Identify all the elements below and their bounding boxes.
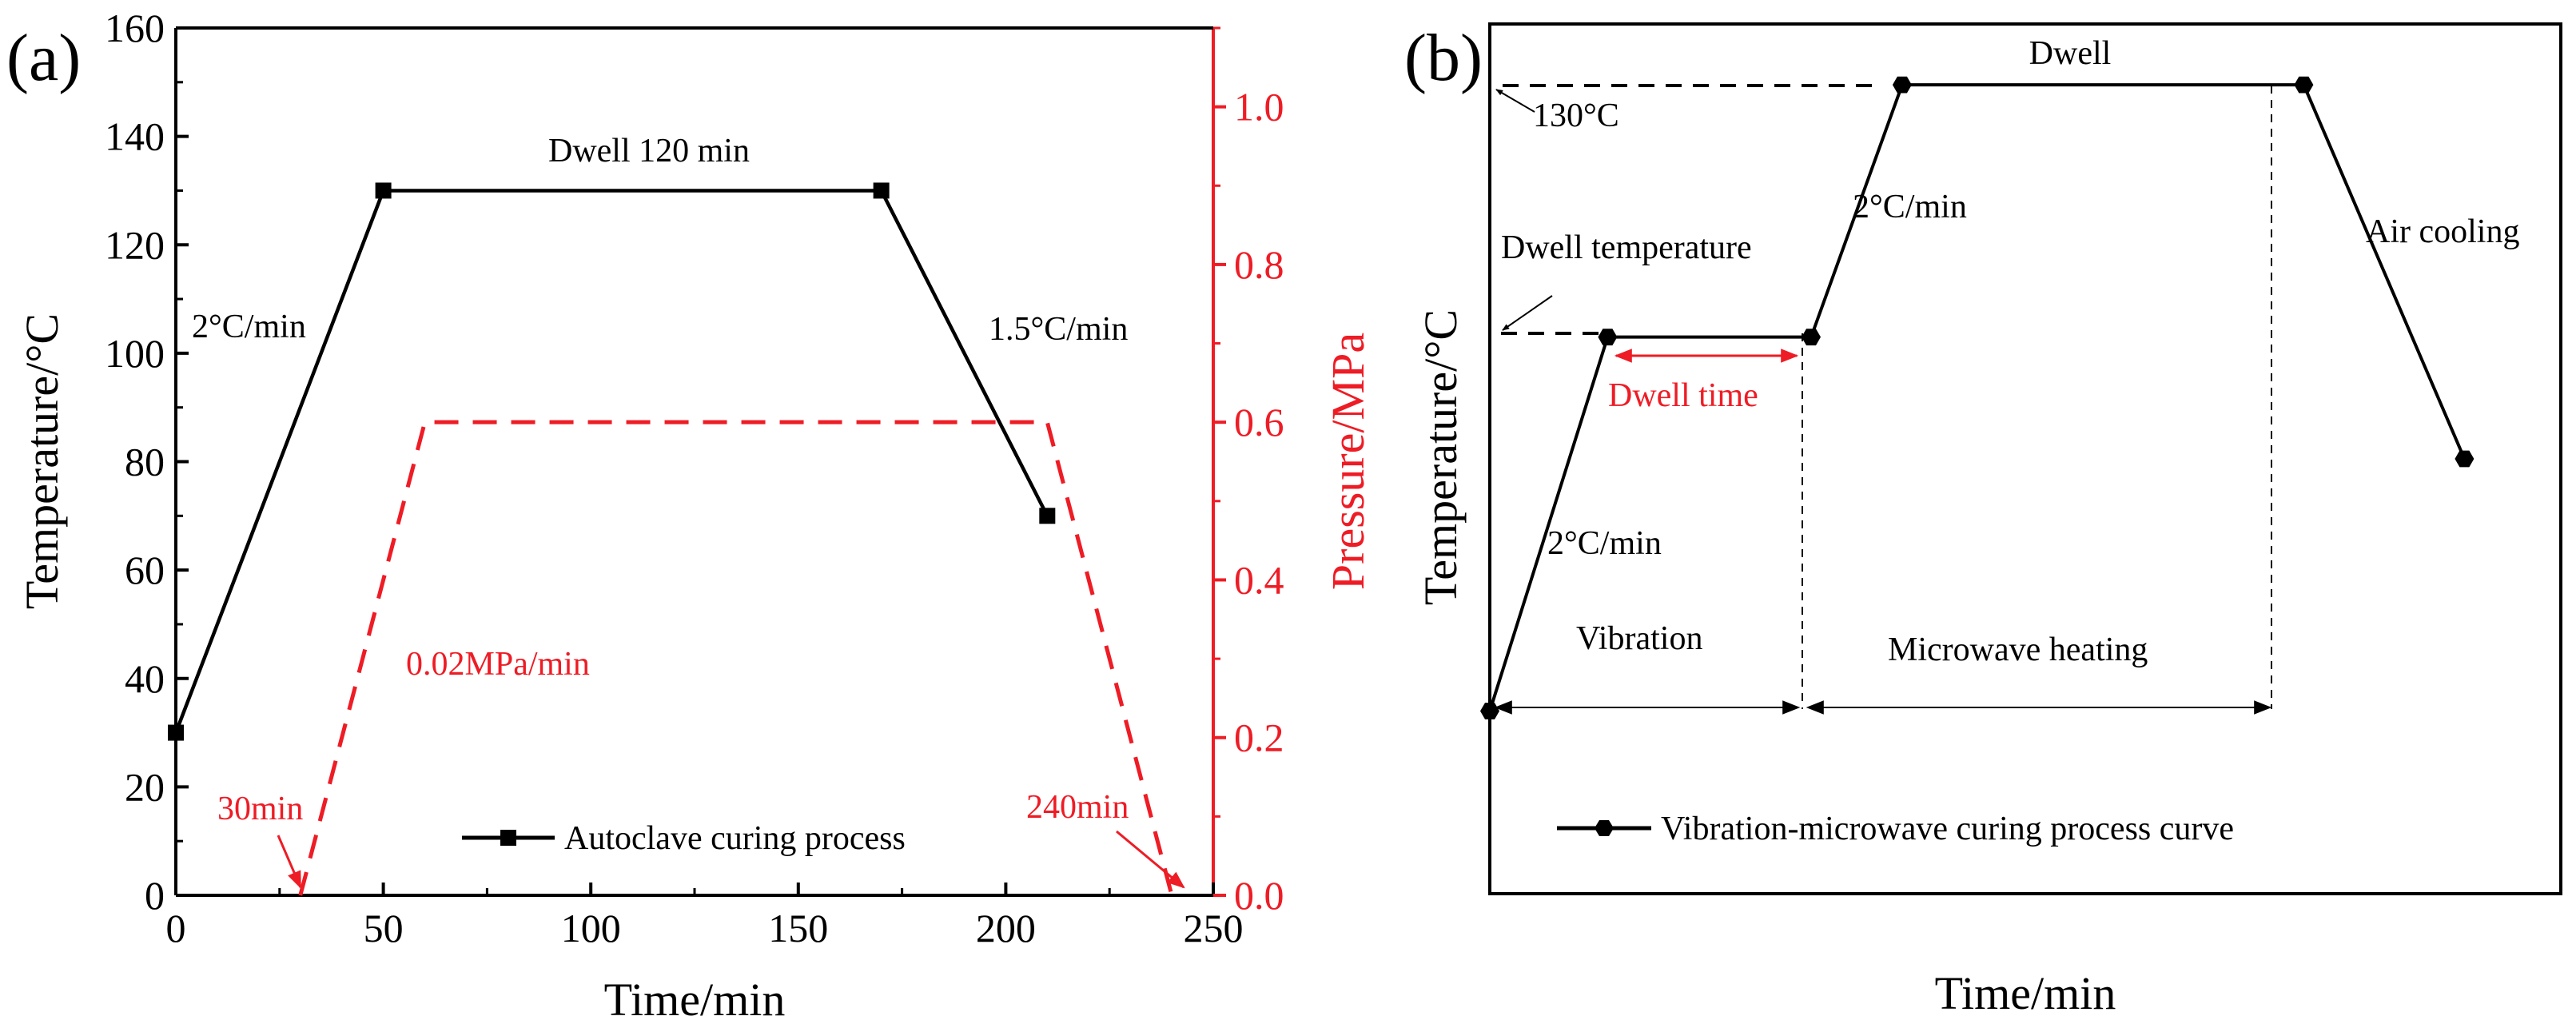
annotation-dwell-time: Dwell time <box>1608 377 1758 414</box>
legend-label-vibration-microwave: Vibration-microwave curing process curve <box>1661 811 2234 847</box>
data-point <box>1039 508 1056 524</box>
pressure-line <box>298 420 1174 896</box>
data-point <box>2294 76 2314 94</box>
data-point <box>1598 329 1618 346</box>
y2-tick-label: 0.6 <box>1234 400 1284 444</box>
panel-a-label: (a) <box>6 21 81 95</box>
y-tick-label: 100 <box>105 331 165 376</box>
panel-a-x-label: Time/min <box>604 974 786 1026</box>
annotation-130c-arrow <box>1495 89 1535 113</box>
legend-marker-vibration-microwave <box>1595 820 1614 836</box>
annotation-upper-heating-rate: 2°C/min <box>1853 189 1967 225</box>
annotation-cooling-rate: 1.5°C/min <box>989 311 1128 348</box>
y2-tick-label: 1.0 <box>1234 85 1284 129</box>
annotation-130c: 130°C <box>1533 98 1619 134</box>
annotation-dwell: Dwell <box>2029 35 2112 72</box>
y2-tick-label: 0.4 <box>1234 557 1284 602</box>
process-curve-line <box>1488 83 2467 712</box>
y2-tick-label: 0.0 <box>1234 873 1284 918</box>
data-point <box>1480 703 1499 719</box>
annotation-dwell-temp-arrow <box>1502 295 1553 331</box>
y-tick-label: 160 <box>105 6 165 50</box>
data-point <box>873 182 890 199</box>
x-tick-label: 0 <box>166 906 186 950</box>
legend-label-autoclave: Autoclave curing process <box>564 820 906 857</box>
annotation-vibration: Vibration <box>1576 620 1702 657</box>
y2-tick-label: 0.8 <box>1234 242 1284 287</box>
y-tick-label: 20 <box>125 764 165 809</box>
y-tick-label: 60 <box>125 548 165 592</box>
data-point <box>2455 450 2474 468</box>
x-tick-label: 50 <box>364 906 404 950</box>
legend-marker-autoclave <box>500 830 516 846</box>
data-point <box>168 724 184 741</box>
y-tick-label: 0 <box>145 873 165 918</box>
panel-a-y-label: Temperature/°C <box>16 313 68 609</box>
y-tick-label: 80 <box>125 440 165 484</box>
x-tick-label: 250 <box>1184 906 1244 950</box>
annotation-heating-rate: 2°C/min <box>192 309 306 345</box>
panel-b-y-label: Temperature/°C <box>1415 309 1467 605</box>
annotation-30min-arrow <box>277 835 302 890</box>
panel-a: (a) 0 50 100 150 200 250 0 20 40 60 80 100 120 140 16… <box>6 6 1374 1026</box>
annotation-30min: 30min <box>217 791 303 827</box>
data-point <box>1892 76 1912 94</box>
y-tick-label: 40 <box>125 656 165 701</box>
annotation-lower-heating-rate: 2°C/min <box>1547 525 1662 562</box>
panel-b-x-label: Time/min <box>1935 967 2116 1019</box>
y2-tick-label: 0.2 <box>1234 715 1284 760</box>
annotation-dwell-120-min: Dwell 120 min <box>548 133 750 169</box>
panel-a-legend: Autoclave curing process <box>462 820 906 857</box>
data-point <box>375 182 392 199</box>
annotation-dwell-temperature: Dwell temperature <box>1501 229 1752 266</box>
x-tick-label: 200 <box>976 906 1036 950</box>
panel-b: (b) Time/min Temperature/°C Dwell 130°C … <box>1404 21 2562 1019</box>
y-tick-label: 140 <box>105 114 165 159</box>
x-tick-label: 150 <box>768 906 828 950</box>
annotation-microwave-heating: Microwave heating <box>1888 632 2148 668</box>
annotation-air-cooling: Air cooling <box>2366 213 2519 250</box>
panel-b-legend: Vibration-microwave curing process curve <box>1557 811 2234 847</box>
x-tick-label: 100 <box>561 906 621 950</box>
annotation-240min: 240min <box>1026 789 1129 826</box>
y-tick-label: 120 <box>105 222 165 267</box>
data-point <box>1802 329 1821 346</box>
temperature-line <box>173 189 1049 734</box>
panel-b-frame <box>1488 22 2562 895</box>
panel-a-y2-label: Pressure/MPa <box>1322 333 1374 590</box>
panel-b-label: (b) <box>1404 21 1483 95</box>
annotation-240min-arrow <box>1116 830 1185 889</box>
annotation-pressure-rate: 0.02MPa/min <box>406 646 590 683</box>
